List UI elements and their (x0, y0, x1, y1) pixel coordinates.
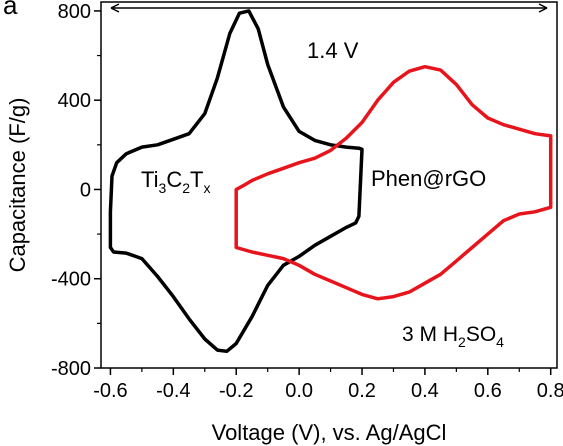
y-tick-label: 800 (58, 1, 91, 23)
x-axis-title: Voltage (V), vs. Ag/AgCl (212, 420, 447, 445)
ticks-layer: -0.6 -0.4 -0.2 0.0 0.2 0.4 0.6 0.8 -800 -400 0 400 8… (51, 1, 563, 402)
series-phen-rgo-curve (234, 64, 553, 301)
y-axis-title: Capacitance (F/g) (5, 98, 30, 273)
y-tick-label: 400 (58, 90, 91, 112)
panel-label: a (3, 0, 18, 20)
series-ti3c2tx-curve (108, 9, 364, 354)
t-text: T (190, 167, 203, 192)
electrolyte-a: 3 M H (402, 323, 458, 346)
t-sub: x (203, 180, 210, 196)
electrolyte-sub1: 2 (458, 334, 466, 350)
x-tick-label: 0.2 (348, 380, 376, 402)
ti-sub: 3 (159, 180, 167, 196)
y-tick-label: -800 (51, 358, 91, 380)
x-tick-label: -0.6 (93, 380, 127, 402)
ti3c2tx-label: Ti3C2Tx (141, 167, 210, 196)
plot-frame (100, 1, 558, 369)
c-text: C (166, 167, 182, 192)
x-tick-label: 0.8 (537, 380, 563, 402)
electrolyte-b: SO (466, 323, 496, 346)
electrolyte-sub2: 4 (496, 334, 504, 350)
x-tick-label: 0.4 (411, 380, 439, 402)
x-tick-label: 0.6 (474, 380, 502, 402)
phen-label: Phen@rGO (371, 166, 486, 191)
y-tick-label: -400 (51, 269, 91, 291)
ti-text: Ti (141, 167, 159, 192)
x-tick-label: -0.4 (156, 380, 190, 402)
x-tick-label: -0.2 (219, 380, 253, 402)
series-layer (108, 9, 553, 354)
window-label: 1.4 V (307, 38, 359, 63)
electrolyte-label: 3 M H2SO4 (402, 323, 504, 350)
c-sub: 2 (182, 180, 190, 196)
y-tick-label: 0 (80, 179, 91, 201)
x-tick-label: 0.0 (285, 380, 313, 402)
window-arrow (110, 3, 548, 13)
